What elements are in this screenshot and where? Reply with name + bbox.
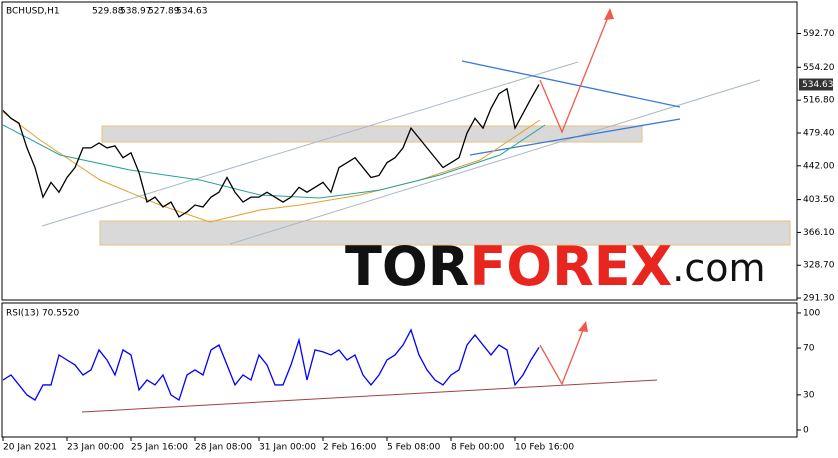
y-tick-label: 554.20	[803, 63, 835, 73]
price-line	[2, 84, 540, 218]
brand-part: FOREX	[469, 235, 672, 298]
y-tick-label: 30	[803, 390, 815, 400]
rsi-trend-line	[81, 379, 658, 413]
x-tick-label: 20 Jan 2021	[3, 443, 57, 453]
moving-average	[2, 111, 541, 223]
last-price-label: 534.63	[802, 80, 834, 90]
x-tick-label: 31 Jan 00:00	[259, 443, 316, 453]
forecast-arrow	[539, 324, 586, 386]
x-tick-label: 25 Jan 16:00	[131, 443, 188, 453]
y-tick-label: 366.10	[803, 228, 835, 238]
y-tick-label: 328.70	[803, 261, 835, 271]
ohlc-high: 538.97	[120, 7, 152, 17]
y-tick-label: 442.00	[803, 161, 835, 171]
y-tick-label: 516.80	[803, 96, 835, 106]
brand-watermark: TORFOREX.com	[345, 235, 765, 298]
price-line	[2, 328, 540, 402]
y-tick-label: 291.30	[803, 294, 835, 304]
last-price-box	[799, 78, 833, 91]
x-tick-label: 5 Feb 08:00	[387, 443, 441, 453]
x-tick-label: 2 Feb 16:00	[323, 443, 377, 453]
ohlc-close: 534.63	[176, 7, 208, 17]
x-tick-label: 8 Feb 00:00	[451, 443, 505, 453]
y-tick-label: 100	[803, 308, 820, 318]
channel-line	[41, 61, 579, 227]
ohlc-low: 527.89	[148, 7, 180, 17]
y-tick-label: 592.70	[803, 29, 835, 39]
brand-part: TOR	[345, 235, 469, 298]
ohlc-open: 529.88	[92, 7, 124, 17]
x-tick-label: 28 Jan 08:00	[195, 443, 252, 453]
channel-line	[229, 79, 761, 245]
price-pane	[1, 1, 798, 301]
y-tick-label: 479.40	[803, 128, 835, 138]
y-tick-label: 70	[803, 344, 815, 354]
brand-part: .com	[672, 246, 765, 290]
x-tick-label: 10 Feb 16:00	[515, 443, 574, 453]
y-tick-label: 0	[803, 425, 809, 435]
trend-line	[461, 60, 681, 108]
arrow-head	[604, 8, 614, 20]
moving-average	[2, 124, 546, 199]
rsi-label: RSI(13) 70.5520	[6, 309, 79, 319]
symbol-label: BCHUSD,H1	[6, 7, 60, 17]
rsi-pane	[1, 302, 798, 438]
arrow-head	[578, 321, 588, 332]
x-tick-label: 23 Jan 00:00	[67, 443, 124, 453]
forecast-arrow	[539, 11, 611, 134]
resistance-zone	[101, 125, 643, 143]
support-zone	[99, 220, 791, 246]
trend-line	[469, 118, 681, 156]
y-tick-label: 403.50	[803, 195, 835, 205]
